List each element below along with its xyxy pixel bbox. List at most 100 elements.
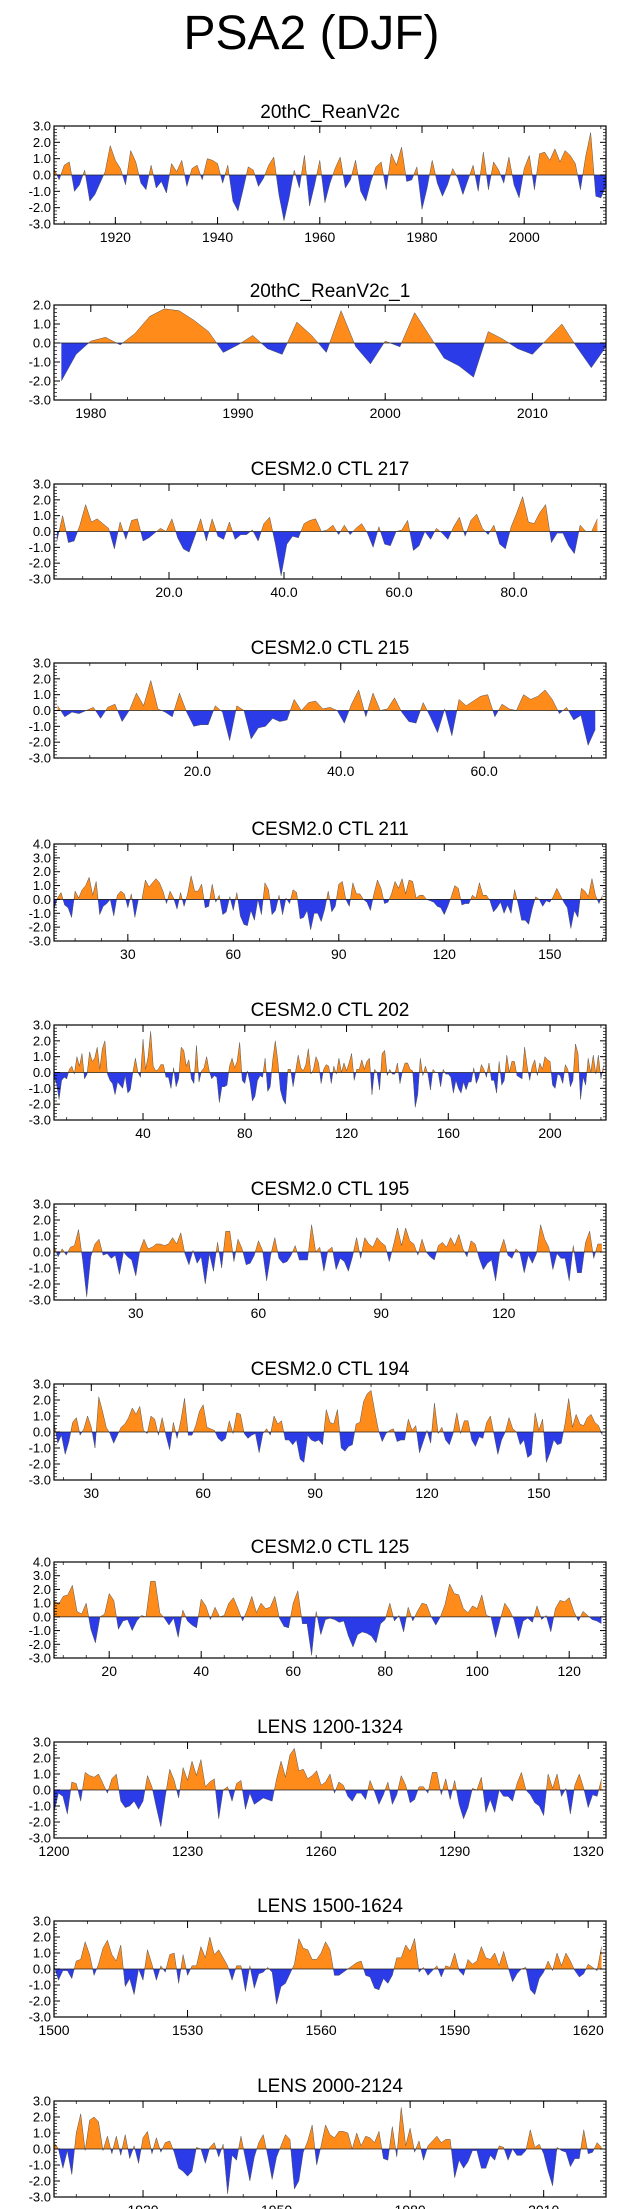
y-tick-label: 1.0 — [33, 1049, 51, 1064]
x-tick-label: 80 — [237, 1125, 253, 1141]
y-tick-label: 4.0 — [33, 1555, 51, 1570]
x-tick-label: 60 — [285, 1663, 301, 1679]
positive-area — [57, 680, 596, 711]
y-tick-label: -2.0 — [29, 1277, 51, 1292]
y-tick-label: 1.0 — [33, 1946, 51, 1961]
x-tick-label: 60 — [195, 1485, 211, 1501]
y-tick-label: -3.0 — [29, 1113, 51, 1128]
negative-area — [54, 175, 606, 221]
x-tick-label: 1290 — [439, 1843, 470, 1859]
chart-panel: LENS 1500-16243.02.01.00.0-1.0-2.0-3.015… — [29, 1896, 607, 2038]
x-tick-label: 150 — [527, 1485, 551, 1501]
y-tick-label: 1.0 — [33, 317, 51, 332]
y-tick-label: -1.0 — [29, 1441, 51, 1456]
chart-panel: CESM2.0 CTL 125 4.03.02.01.00.0-1.0-2.0-3… — [29, 1537, 607, 1679]
y-tick-label: -2.0 — [29, 556, 51, 571]
x-tick-label: 1980 — [395, 2202, 426, 2209]
x-tick-label: 30 — [84, 1485, 100, 1501]
y-tick-label: 3.0 — [33, 1735, 51, 1750]
y-tick-label: 0.0 — [33, 1962, 51, 1977]
x-tick-label: 20 — [101, 1663, 117, 1679]
y-tick-label: 0.0 — [33, 892, 51, 907]
chart-panel: CESM2.0 CTL 215 3.02.01.00.0-1.0-2.0-3.0 2… — [29, 638, 607, 779]
plot-frame — [53, 304, 607, 401]
x-tick-label: 1940 — [202, 229, 233, 245]
y-tick-label: 3.0 — [33, 119, 51, 134]
y-tick-label: 0.0 — [33, 1783, 51, 1798]
y-tick-label: -3.0 — [29, 751, 51, 766]
series-line — [54, 132, 606, 221]
positive-area — [54, 132, 606, 175]
series-line — [54, 875, 603, 930]
y-tick-label: 1.0 — [33, 687, 51, 702]
y-tick-label: 1.0 — [33, 878, 51, 893]
x-tick-label: 80.0 — [500, 584, 527, 600]
x-tick-label: 60 — [226, 946, 242, 962]
x-tick-label: 1200 — [38, 1843, 69, 1859]
x-tick-label: 120 — [335, 1125, 359, 1141]
positive-area — [54, 2107, 602, 2149]
y-tick-label: 0.0 — [33, 336, 51, 351]
negative-area — [54, 1252, 602, 1297]
y-tick-label: -2.0 — [29, 1994, 51, 2009]
x-tick-label: 160 — [437, 1125, 461, 1141]
x-tick-label: 1230 — [172, 1843, 203, 1859]
y-tick-label: 1.0 — [33, 1409, 51, 1424]
x-tick-label: 2010 — [528, 2202, 559, 2209]
y-tick-label: -3.0 — [29, 393, 51, 408]
positive-area — [54, 1937, 602, 1969]
panel-title: 20thC_ReanV2c_1 — [250, 281, 411, 302]
y-tick-label: -3.0 — [29, 2190, 51, 2205]
y-tick-label: 3.0 — [33, 1197, 51, 1212]
series-line — [54, 2107, 602, 2194]
y-tick-label: -2.0 — [29, 1457, 51, 1472]
negative-area — [56, 531, 598, 576]
panel-title: CESM2.0 CTL 125 — [251, 1537, 410, 1558]
y-tick-label: 2.0 — [33, 671, 51, 686]
negative-area — [61, 343, 606, 381]
y-tick-label: -2.0 — [29, 200, 51, 215]
x-tick-label: 1980 — [406, 229, 437, 245]
x-tick-label: 1920 — [100, 229, 131, 245]
negative-area — [54, 1790, 602, 1827]
y-tick-label: 0.0 — [33, 1425, 51, 1440]
x-tick-label: 150 — [538, 946, 562, 962]
y-tick-label: 3.0 — [33, 1914, 51, 1929]
negative-area — [57, 710, 596, 746]
y-tick-label: -2.0 — [29, 1637, 51, 1652]
x-tick-label: 40 — [135, 1125, 151, 1141]
x-tick-label: 1620 — [573, 2022, 604, 2038]
x-tick-label: 120 — [492, 1305, 516, 1321]
y-tick-label: 0.0 — [33, 1609, 51, 1624]
chart-panel: CESM2.0 CTL 194 3.02.01.00.0-1.0-2.0-3.0 3… — [29, 1359, 607, 1501]
y-tick-label: 1.0 — [33, 2126, 51, 2141]
y-tick-label: -1.0 — [29, 540, 51, 555]
x-tick-label: 2000 — [370, 405, 401, 421]
x-tick-label: 1260 — [306, 1843, 337, 1859]
y-tick-label: 2.0 — [33, 1751, 51, 1766]
chart-panel: CESM2.0 CTL 202 3.02.01.00.0-1.0-2.0-3.0 4… — [29, 1000, 607, 1141]
y-tick-label: -3.0 — [29, 2010, 51, 2025]
negative-area — [54, 1072, 604, 1108]
x-tick-label: 1560 — [306, 2022, 337, 2038]
chart-panel: LENS 1200-13243.02.01.00.0-1.0-2.0-3.012… — [29, 1717, 607, 1859]
x-tick-label: 1990 — [222, 405, 253, 421]
y-tick-label: 3.0 — [33, 2094, 51, 2109]
positive-area — [56, 496, 598, 532]
panel-title: LENS 1200-1324 — [257, 1717, 403, 1738]
y-tick-label: -1.0 — [29, 184, 51, 199]
y-tick-label: 2.0 — [33, 1213, 51, 1228]
y-tick-label: 0.0 — [33, 1065, 51, 1080]
x-tick-label: 1500 — [38, 2022, 69, 2038]
panel-title: LENS 2000-2124 — [257, 2076, 403, 2097]
x-tick-label: 30 — [120, 946, 136, 962]
y-tick-label: 3.0 — [33, 1377, 51, 1392]
y-tick-label: 1.0 — [33, 1229, 51, 1244]
plot-frame — [53, 843, 607, 942]
panel-title: CESM2.0 CTL 217 — [251, 459, 410, 480]
y-tick-label: 2.0 — [33, 492, 51, 507]
y-tick-label: 2.0 — [33, 1393, 51, 1408]
chart-panel: 20thC_ReanV2c 3.02.01.0 0.0-1.0-2.0 -3.0 192… — [29, 102, 607, 245]
y-tick-label: 1.0 — [33, 1767, 51, 1782]
